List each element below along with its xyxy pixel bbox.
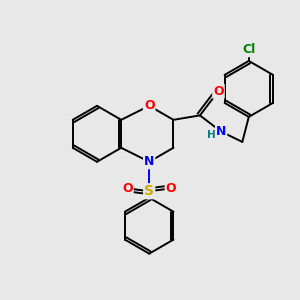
Text: H: H [207,130,216,140]
Text: S: S [144,184,154,198]
Text: N: N [144,155,154,168]
Text: Cl: Cl [242,43,255,56]
Text: O: O [166,182,176,195]
Text: O: O [122,182,133,195]
Text: N: N [216,125,226,138]
Text: O: O [213,85,224,98]
Text: O: O [144,99,154,112]
